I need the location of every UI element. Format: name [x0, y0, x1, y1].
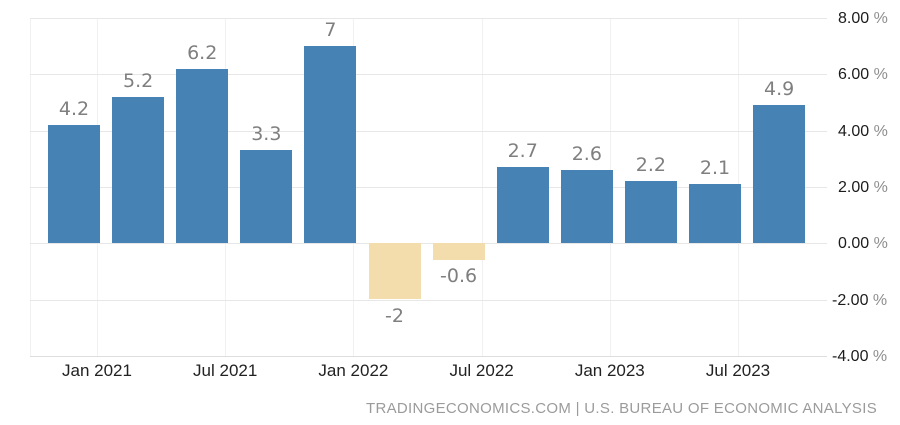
gridline-h	[30, 243, 827, 245]
y-tick-value: 2.00	[838, 178, 870, 196]
y-tick-value: 6.00	[838, 66, 870, 84]
bar[interactable]	[368, 243, 421, 300]
bar[interactable]	[304, 46, 357, 244]
percent-sign: %	[869, 10, 888, 27]
y-axis-tick-label: -2.00 %	[832, 291, 887, 310]
gridline-h	[30, 74, 827, 76]
bar-value-label: 2.1	[699, 157, 731, 180]
bar-value-label: 4.9	[763, 78, 795, 101]
bar[interactable]	[624, 181, 677, 244]
bar[interactable]	[240, 150, 293, 244]
gridline-h	[30, 299, 827, 301]
y-tick-value: 0.00	[838, 235, 870, 253]
x-axis-tick-label: Jul 2022	[449, 361, 514, 380]
y-axis-tick-label: 6.00 %	[838, 65, 888, 84]
y-axis-tick-label: 8.00 %	[838, 9, 888, 28]
bar-value-label: 2.6	[571, 143, 602, 165]
bar[interactable]	[176, 68, 229, 244]
source-attribution: TRADINGECONOMICS.COM | U.S. BUREAU OF EC…	[365, 400, 877, 417]
percent-sign: %	[869, 178, 888, 196]
bar-value-label: -0.6	[440, 265, 478, 288]
percent-sign: %	[868, 291, 888, 309]
percent-sign: %	[869, 122, 888, 140]
gridline-h	[30, 186, 827, 188]
x-axis-tick-label: Jul 2023	[705, 361, 771, 380]
bar-value-label: 7	[324, 19, 337, 42]
x-axis-tick-label: Jan 2022	[318, 361, 389, 380]
percent-sign: %	[869, 235, 888, 253]
bar-value-label: 4.2	[58, 97, 90, 120]
bar-value-label: 2.2	[635, 154, 666, 177]
bar-value-label: -2	[385, 304, 404, 327]
x-axis-line	[30, 355, 827, 357]
y-axis-tick-label: 4.00 %	[838, 122, 888, 141]
bar-value-label: 6.2	[187, 41, 218, 64]
x-axis-tick-label: Jan 2021	[62, 361, 132, 380]
bar-value-label: 3.3	[251, 123, 282, 146]
gridline-h	[30, 18, 827, 19]
percent-sign: %	[868, 347, 888, 365]
bar[interactable]	[496, 167, 549, 244]
x-axis-tick-label: Jul 2021	[193, 361, 258, 380]
bar[interactable]	[48, 124, 100, 244]
y-axis-tick-label: -4.00 %	[832, 347, 887, 366]
bar-value-label: 5.2	[122, 69, 154, 92]
y-tick-value: 8.00	[838, 10, 870, 27]
bar-value-label: 2.7	[507, 140, 538, 163]
x-axis-tick-label: Jan 2023	[574, 361, 645, 380]
percent-sign: %	[869, 66, 888, 84]
bar[interactable]	[560, 170, 613, 244]
gridline-h	[30, 130, 827, 132]
bar[interactable]	[689, 184, 741, 244]
bar[interactable]	[432, 243, 485, 261]
y-tick-value: 4.00	[838, 122, 870, 140]
y-tick-value: -2.00	[832, 291, 869, 309]
y-axis-tick-label: 0.00 %	[838, 234, 888, 253]
bar[interactable]	[753, 105, 806, 244]
y-tick-value: -4.00	[832, 347, 869, 365]
y-axis-tick-label: 2.00 %	[838, 178, 888, 197]
bar[interactable]	[112, 96, 165, 244]
